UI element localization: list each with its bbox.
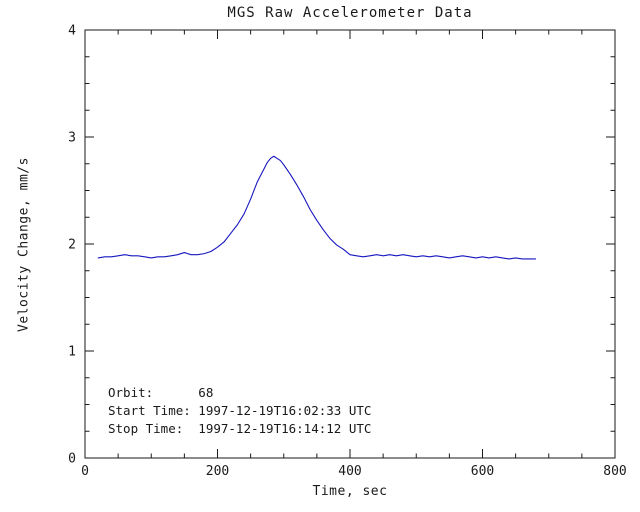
y-tick-label: 3: [68, 131, 76, 146]
y-tick-label: 0: [68, 452, 76, 467]
annotation-orbit: Orbit: 68: [108, 385, 214, 400]
x-tick-label: 600: [471, 464, 494, 479]
y-tick-label: 2: [68, 238, 76, 253]
x-tick-label: 800: [603, 464, 626, 479]
y-tick-label: 4: [68, 24, 76, 39]
annotation-start-time: Start Time: 1997-12-19T16:02:33 UTC: [108, 403, 372, 418]
x-tick-label: 0: [81, 464, 89, 479]
annotation-stop-time: Stop Time: 1997-12-19T16:14:12 UTC: [108, 421, 372, 436]
annotation-block: Orbit: 68 Start Time: 1997-12-19T16:02:3…: [108, 384, 371, 438]
x-tick-label: 400: [338, 464, 361, 479]
data-line-velocity-change: [97, 155, 537, 260]
y-tick-label: 1: [68, 345, 76, 360]
x-tick-label: 200: [206, 464, 229, 479]
chart-title: MGS Raw Accelerometer Data: [227, 5, 473, 21]
x-axis-label: Time, sec: [312, 484, 388, 499]
